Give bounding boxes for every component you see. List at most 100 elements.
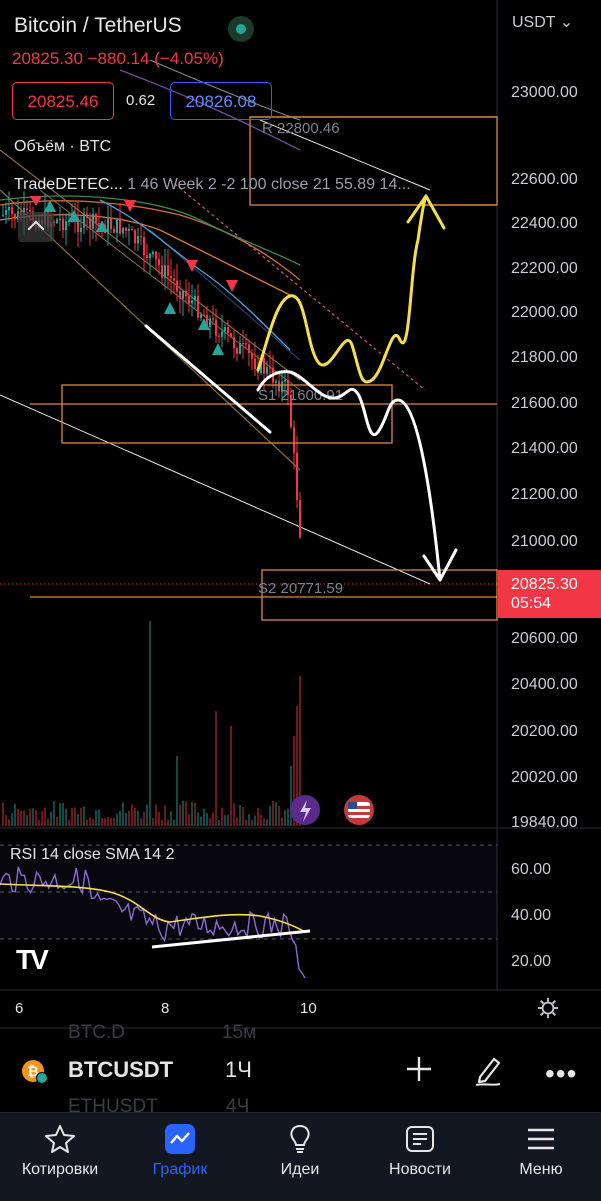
volume-bar xyxy=(65,808,67,826)
timeframe-selector[interactable]: 1Ч xyxy=(225,1057,252,1082)
volume-bar xyxy=(74,807,76,826)
candle-body xyxy=(215,319,217,336)
candle-body xyxy=(83,213,85,228)
nav-item-chart[interactable]: График xyxy=(120,1113,240,1201)
volume-bar xyxy=(122,802,124,826)
candle-body xyxy=(2,214,4,216)
volume-bar xyxy=(83,806,85,826)
ghost-timeframe-above[interactable]: 15м xyxy=(222,1022,257,1043)
volume-bar xyxy=(56,816,58,826)
price-tick: 19840.00 xyxy=(511,814,578,831)
price-tick: 22000.00 xyxy=(511,304,578,321)
price-tick: 20400.00 xyxy=(511,676,578,693)
volume-bar xyxy=(119,810,121,826)
volume-bar xyxy=(149,621,151,826)
market-status-icon[interactable] xyxy=(228,16,254,42)
candle-body xyxy=(263,358,265,374)
volume-bar xyxy=(281,817,283,826)
ghost-timeframe-below[interactable]: 4Ч xyxy=(226,1096,250,1117)
volume-bar xyxy=(287,808,289,826)
rsi-indicator-label[interactable]: RSI 14 close SMA 14 2 xyxy=(10,846,175,863)
candle-body xyxy=(14,214,16,220)
tradedetector-name: TradeDETEC... xyxy=(14,176,123,193)
volume-bar xyxy=(62,803,64,826)
rsi-tick: 60.00 xyxy=(511,861,552,878)
volume-bar xyxy=(203,808,205,826)
volume-bar xyxy=(41,810,43,826)
rsi-tick: 40.00 xyxy=(511,907,552,924)
volume-bar xyxy=(59,803,61,826)
candle-body xyxy=(113,229,115,233)
volume-bar xyxy=(161,819,163,826)
rsi-tick: 20.00 xyxy=(511,953,552,970)
candle-body xyxy=(95,214,97,224)
candle-body xyxy=(212,318,214,320)
candle-body xyxy=(209,318,211,327)
lightning-icon xyxy=(300,800,311,822)
volume-bar xyxy=(296,706,298,826)
price-chart[interactable]: R 22800.46 S1 21600.91 S2 20771.59 xyxy=(0,0,601,1030)
event-icons[interactable] xyxy=(290,795,374,825)
chart-icon xyxy=(165,1124,195,1154)
volume-bar xyxy=(35,810,37,826)
volume-bar xyxy=(290,766,292,826)
volume-bar xyxy=(266,819,268,826)
ghost-symbol-above[interactable]: BTC.D xyxy=(68,1022,125,1043)
nav-item-quotes[interactable]: Котировки xyxy=(0,1113,120,1201)
volume-bar xyxy=(29,808,31,826)
buy-button[interactable]: 20826.08 xyxy=(170,82,272,120)
volume-bar xyxy=(179,804,181,826)
candle-body xyxy=(152,251,154,254)
candle-body xyxy=(281,381,283,392)
volume-bar xyxy=(221,807,223,826)
volume-bar xyxy=(158,812,160,826)
spread-value: 0.62 xyxy=(126,92,156,109)
nav-item-menu[interactable]: Меню xyxy=(481,1113,601,1201)
add-icon[interactable] xyxy=(405,1055,433,1083)
candle-body xyxy=(164,265,166,278)
candle-body xyxy=(128,229,130,231)
candle-body xyxy=(296,452,298,501)
sell-button[interactable]: 20825.46 xyxy=(12,82,114,120)
candles xyxy=(2,191,301,539)
volume-bar xyxy=(185,801,187,826)
rsi-pane[interactable] xyxy=(0,844,497,979)
volume-bar xyxy=(257,807,259,826)
bottom-navigation: Котировки График Идеи Новости Меню xyxy=(0,1112,601,1201)
candle-body xyxy=(56,219,58,224)
nav-item-ideas[interactable]: Идеи xyxy=(240,1113,360,1201)
gear-icon[interactable] xyxy=(537,997,559,1019)
volume-bar xyxy=(131,804,133,826)
candle-body xyxy=(299,500,301,538)
volume-bar xyxy=(8,818,10,826)
candle-body xyxy=(188,296,190,304)
more-options-icon[interactable]: ••• xyxy=(545,1058,578,1089)
symbol-bar: BTC.D 15м ETHUSDT 4Ч xyxy=(0,1022,601,1117)
volume-indicator-label[interactable]: Объём · BTC xyxy=(14,138,112,155)
volume-bar xyxy=(164,805,166,826)
candle-body xyxy=(65,221,67,231)
volume-bar xyxy=(251,819,253,826)
candle-body xyxy=(5,210,7,215)
tradedetector-indicator-label[interactable]: TradeDETEC... 1 46 Week 2 -2 100 close 2… xyxy=(14,176,411,194)
collapse-indicators-button[interactable] xyxy=(18,212,54,242)
nav-item-label: График xyxy=(152,1161,208,1178)
volume-bar xyxy=(11,813,13,826)
volume-bar xyxy=(212,812,214,826)
symbol-selector[interactable]: BTCUSDT xyxy=(68,1057,174,1082)
volume-bar xyxy=(86,819,88,826)
volume-bar xyxy=(92,818,94,826)
candle-body xyxy=(191,300,193,304)
candle-body xyxy=(275,381,277,383)
volume-bar xyxy=(77,814,79,826)
symbol-title[interactable]: Bitcoin / TetherUS xyxy=(14,14,182,37)
currency-selector[interactable]: USDT ⌄ xyxy=(512,12,573,32)
candle-body xyxy=(173,278,175,281)
volume-bar xyxy=(47,818,49,826)
candle-body xyxy=(29,209,31,212)
drawing-tools-icon[interactable] xyxy=(472,1053,504,1087)
candle-body xyxy=(140,236,142,238)
ghost-symbol-below[interactable]: ETHUSDT xyxy=(68,1096,158,1117)
nav-item-news[interactable]: Новости xyxy=(360,1113,480,1201)
candle-body xyxy=(269,367,271,369)
